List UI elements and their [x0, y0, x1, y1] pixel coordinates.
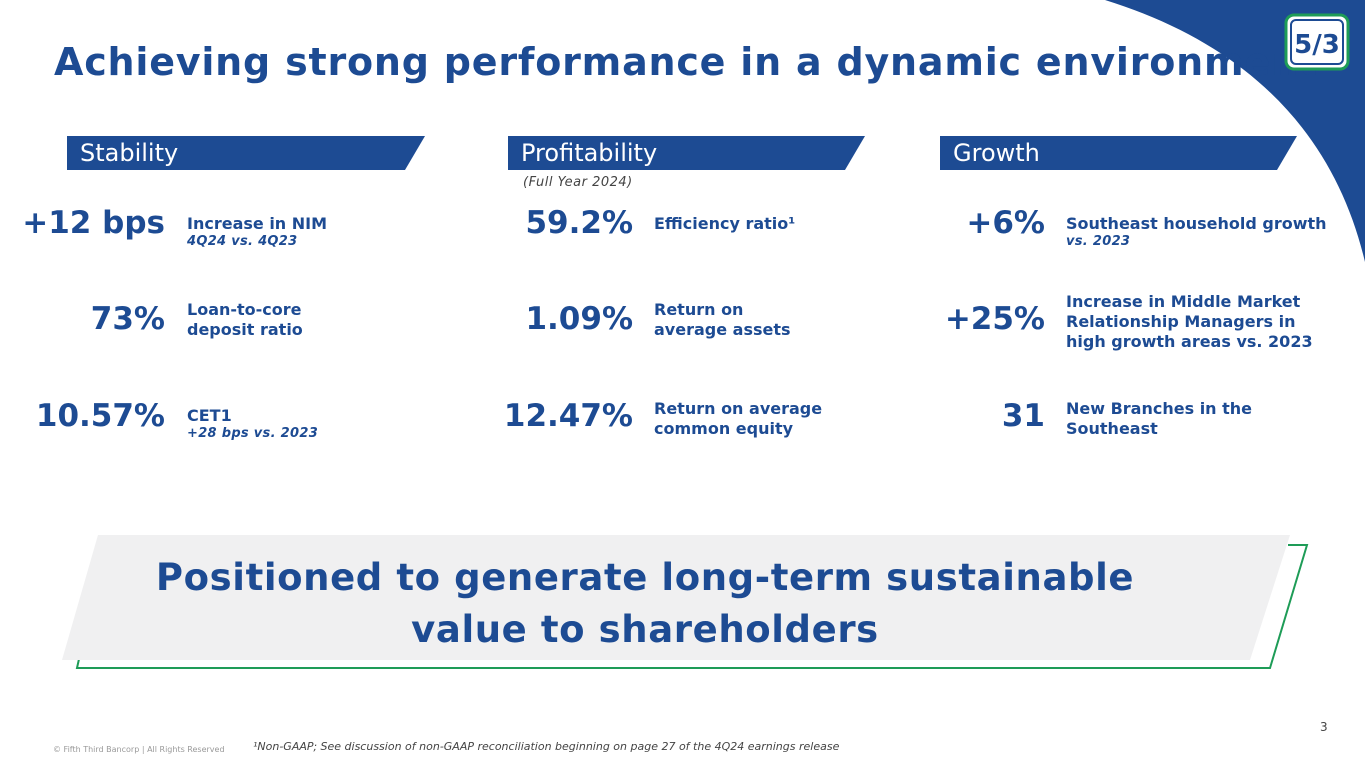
metric-sublabel: 4Q24 vs. 4Q23: [187, 234, 298, 249]
metric-value: 73%: [90, 301, 165, 337]
metric-sublabel: +28 bps vs. 2023: [187, 426, 319, 441]
profitability-subtitle: (Full Year 2024): [523, 175, 633, 190]
stability-header-label: Stability: [80, 139, 179, 167]
copyright: © Fifth Third Bancorp | All Rights Reser…: [53, 745, 225, 754]
stability-header: Stability: [67, 136, 427, 170]
page-title: Achieving strong performance in a dynami…: [54, 40, 1318, 84]
metric-value: 10.57%: [35, 398, 165, 434]
metric-value: +6%: [966, 205, 1045, 241]
page-number: 3: [1320, 720, 1328, 734]
metric-label: Increase in Middle Market Relationship M…: [1066, 292, 1313, 351]
metric-label: Loan-to-core deposit ratio: [187, 300, 303, 339]
metric-label-text: CET1: [187, 406, 232, 425]
metric-label: Increase in NIM 4Q24 vs. 4Q23: [187, 214, 327, 249]
metric-label: Return on average assets: [654, 300, 791, 339]
profitability-header-label: Profitability: [521, 139, 658, 167]
growth-header: Growth: [940, 136, 1300, 170]
fifth-third-logo: 5/3: [1284, 13, 1350, 71]
footnote: ¹Non-GAAP; See discussion of non-GAAP re…: [253, 740, 840, 753]
metric-label-text: Southeast household growth: [1066, 214, 1327, 233]
metric-value: 59.2%: [525, 205, 633, 241]
metric-label: Return on average common equity: [654, 399, 823, 438]
metric-value: 31: [1001, 398, 1045, 434]
metric-sublabel: vs. 2023: [1066, 234, 1131, 249]
metric-value: +25%: [944, 301, 1045, 337]
metric-label: Southeast household growth vs. 2023: [1066, 214, 1327, 249]
metric-value: +12 bps: [22, 205, 165, 241]
metric-value: 12.47%: [503, 398, 633, 434]
profitability-header: Profitability: [508, 136, 868, 170]
growth-header-label: Growth: [953, 139, 1040, 167]
logo-text: 5/3: [1294, 30, 1340, 60]
metric-value: 1.09%: [525, 301, 633, 337]
banner-text: Positioned to generate long-term sustain…: [155, 556, 1135, 651]
metric-label: New Branches in the Southeast: [1066, 399, 1253, 438]
metric-label: CET1 +28 bps vs. 2023: [187, 406, 318, 441]
metric-label-text: Increase in NIM: [187, 214, 328, 233]
metric-label: Efficiency ratio¹: [654, 214, 796, 233]
